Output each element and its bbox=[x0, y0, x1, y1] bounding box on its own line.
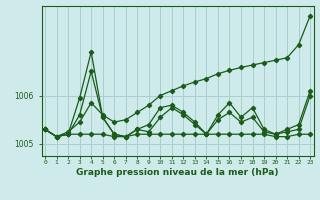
X-axis label: Graphe pression niveau de la mer (hPa): Graphe pression niveau de la mer (hPa) bbox=[76, 168, 279, 177]
